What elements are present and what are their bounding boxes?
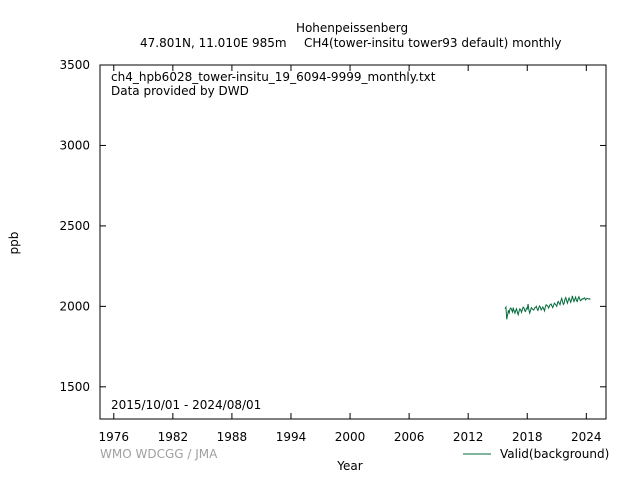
x-tick-label: 1982 (158, 430, 189, 444)
y-tick-label: 1500 (59, 380, 90, 394)
chart-subtitle-species: CH4(tower-insitu tower93 default) monthl… (304, 36, 561, 50)
x-axis-ticks: 1976 1982 1988 1994 2000 2006 2012 2018 2024 (99, 65, 602, 444)
y-axis-label: ppb (7, 232, 21, 255)
x-tick-label: 2024 (571, 430, 602, 444)
legend: Valid(background) (463, 447, 609, 461)
chart-subtitle-location: 47.801N, 11.010E 985m (140, 36, 287, 50)
y-tick-label: 3500 (59, 58, 90, 72)
chart-title: Hohenpeissenberg (296, 21, 408, 35)
y-tick-label: 2000 (59, 299, 90, 313)
annotation-provider: Data provided by DWD (111, 84, 249, 98)
annotation-period: 2015/10/01 - 2024/08/01 (111, 398, 261, 412)
x-tick-label: 2000 (335, 430, 366, 444)
y-axis-ticks: 1500 2000 2500 3000 3500 (59, 58, 606, 394)
x-tick-label: 2006 (394, 430, 425, 444)
x-tick-label: 2012 (453, 430, 484, 444)
y-tick-label: 3000 (59, 138, 90, 152)
x-tick-label: 2018 (512, 430, 543, 444)
credit-text: WMO WDCGG / JMA (100, 447, 218, 461)
x-tick-label: 1994 (276, 430, 307, 444)
plot-frame (99, 64, 607, 420)
y-tick-label: 2500 (59, 219, 90, 233)
x-tick-label: 1988 (217, 430, 248, 444)
x-tick-label: 1976 (99, 430, 130, 444)
series-line (504, 295, 591, 320)
legend-label: Valid(background) (500, 447, 609, 461)
series-layer (504, 295, 591, 320)
x-axis-label: Year (336, 459, 362, 473)
annotation-filename: ch4_hpb6028_tower-insitu_19_6094-9999_mo… (111, 70, 436, 84)
